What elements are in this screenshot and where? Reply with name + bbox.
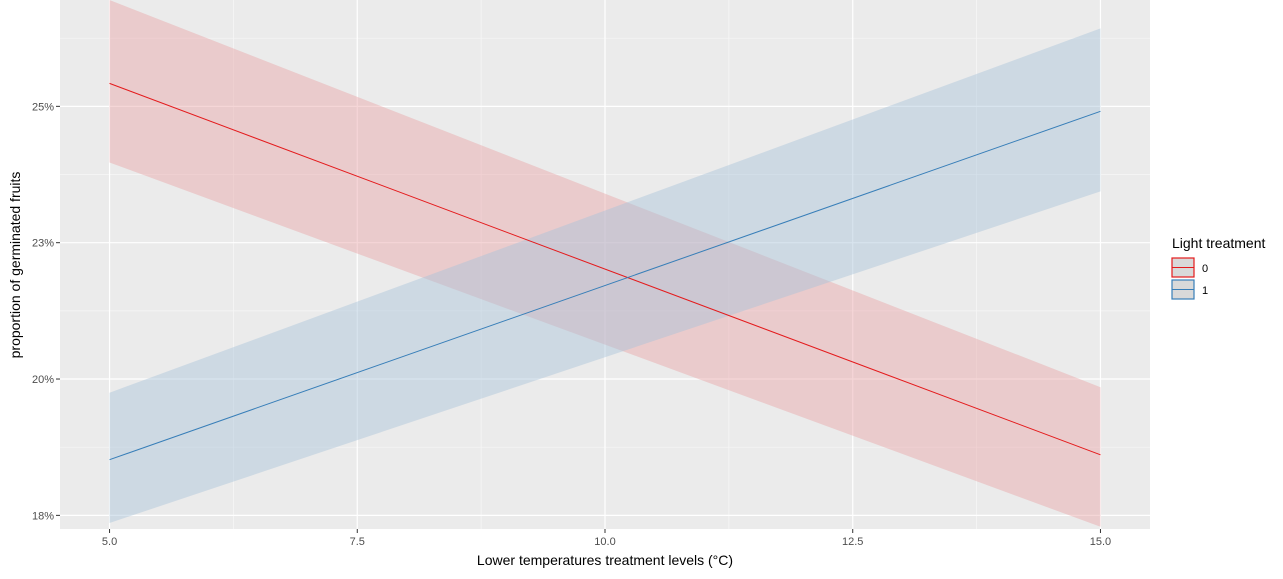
x-tick-label: 15.0 [1090,536,1111,548]
legend-label: 1 [1202,285,1208,297]
y-tick-label: 20% [32,374,54,386]
legend: Light treatment 0 1 [1171,235,1265,300]
x-tick-label: 7.5 [350,536,365,548]
x-tick-label: 12.5 [842,536,863,548]
confidence-ribbon-0 [109,0,1101,527]
legend-key-0: 0 [1171,257,1208,278]
y-axis: 18% 20% 23% 25% [32,101,60,522]
series-line-1 [109,110,1101,461]
legend-key-1: 1 [1171,279,1208,300]
y-tick-label: 25% [32,101,54,113]
x-axis: 5.0 7.5 10.0 12.5 15.0 [102,529,1111,548]
major-gridlines [60,0,1150,529]
y-tick-label: 23% [32,238,54,250]
x-tick-label: 5.0 [102,536,117,548]
y-axis-title: proportion of germinated fruits [7,172,23,359]
legend-label: 0 [1202,263,1208,275]
legend-title: Light treatment [1172,235,1265,251]
series-line-0 [109,82,1101,456]
series-lines [109,82,1101,461]
confidence-ribbon-1 [109,28,1101,524]
x-tick-label: 10.0 [594,536,615,548]
confidence-ribbons [109,0,1101,527]
y-tick-label: 18% [32,510,54,522]
x-axis-title: Lower temperatures treatment levels (°C) [477,552,733,568]
